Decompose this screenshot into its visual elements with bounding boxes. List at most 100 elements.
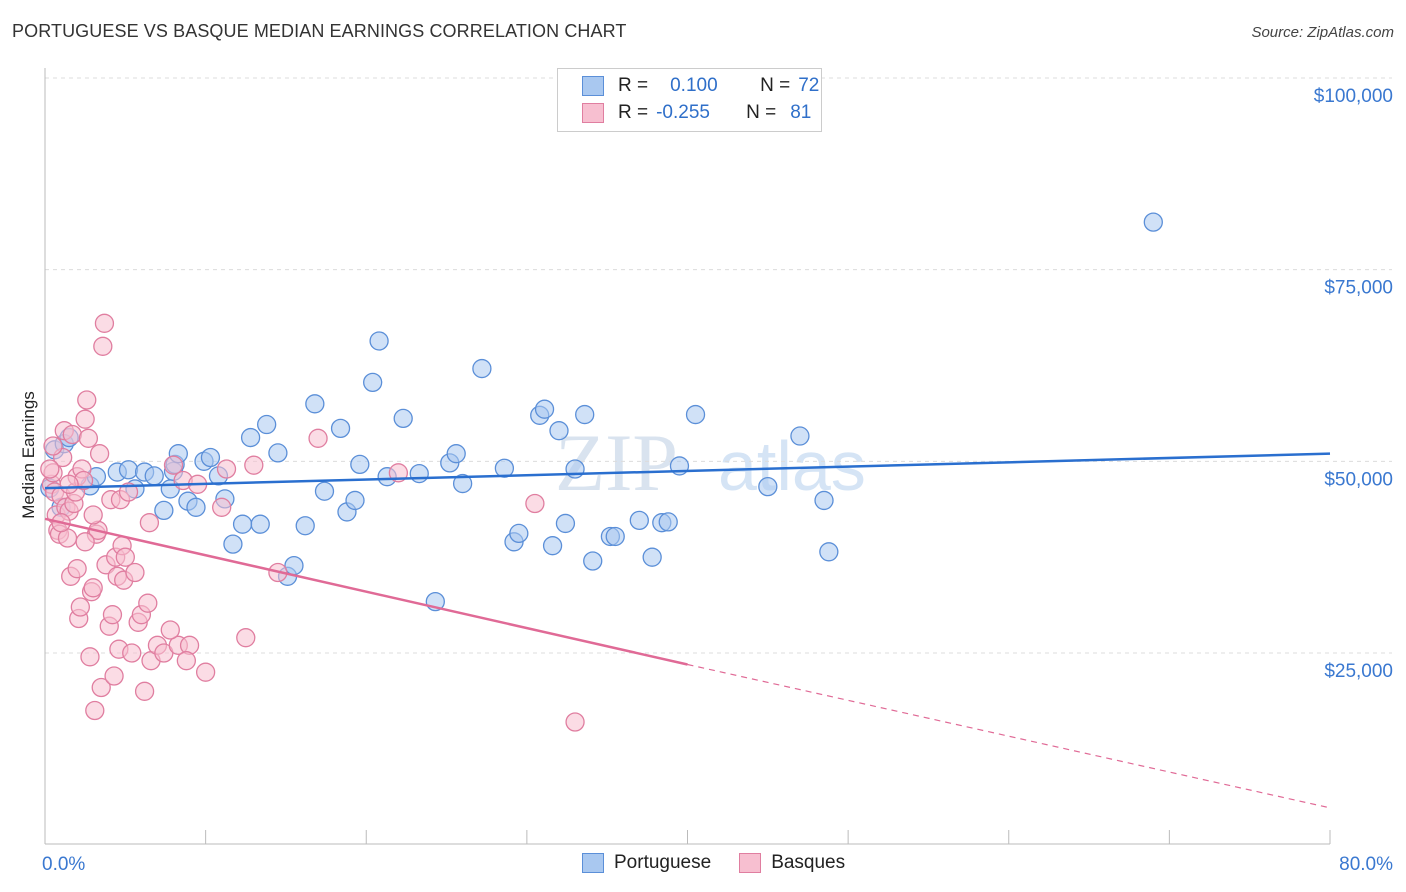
point-basques bbox=[85, 700, 105, 721]
x-tick-label: 0.0% bbox=[42, 854, 85, 875]
y-tick-label: $50,000 bbox=[1324, 469, 1393, 490]
point-basques bbox=[40, 459, 60, 479]
trendline-basques bbox=[44, 517, 688, 666]
y-axis-label: Median Earnings bbox=[19, 391, 38, 519]
point-portuguese bbox=[350, 454, 370, 475]
trendline-basques-extension bbox=[687, 663, 1331, 809]
point-basques bbox=[160, 620, 180, 640]
point-portuguese bbox=[685, 404, 706, 425]
legend-row-portuguese: R = 0.100 N = 72 bbox=[582, 73, 819, 99]
legend-swatch-basques bbox=[582, 103, 604, 123]
point-basques bbox=[94, 313, 115, 333]
point-basques bbox=[80, 647, 100, 667]
point-basques bbox=[83, 578, 103, 598]
point-basques bbox=[244, 455, 264, 475]
point-portuguese bbox=[409, 463, 429, 484]
point-portuguese bbox=[369, 331, 389, 351]
point-portuguese bbox=[200, 447, 221, 468]
legend-swatch-portuguese bbox=[582, 76, 604, 96]
point-portuguese bbox=[144, 466, 164, 486]
point-basques bbox=[212, 497, 232, 517]
legend-r-label: R = bbox=[618, 102, 649, 123]
legend-item-portuguese[interactable]: Portuguese bbox=[582, 852, 711, 874]
legend-n-label: N = bbox=[760, 75, 791, 96]
point-basques bbox=[62, 424, 82, 445]
point-portuguese bbox=[186, 497, 206, 517]
trendline-portuguese bbox=[44, 452, 1331, 490]
point-basques bbox=[236, 628, 256, 648]
point-basques bbox=[104, 666, 124, 686]
point-portuguese bbox=[268, 443, 288, 463]
point-basques bbox=[67, 559, 87, 579]
point-portuguese bbox=[240, 427, 261, 448]
y-tick-label: $25,000 bbox=[1324, 661, 1393, 682]
point-basques bbox=[59, 474, 79, 494]
point-portuguese bbox=[555, 513, 576, 534]
point-portuguese bbox=[446, 444, 466, 464]
legend-r-label: R = bbox=[618, 75, 649, 96]
series-legend: Portuguese Basques bbox=[582, 852, 873, 874]
point-basques bbox=[525, 493, 545, 514]
point-basques bbox=[102, 605, 123, 625]
legend-r-value: 0.100 bbox=[670, 75, 718, 96]
point-basques bbox=[195, 662, 216, 682]
point-basques bbox=[176, 651, 197, 671]
point-portuguese bbox=[575, 404, 595, 425]
point-basques bbox=[70, 597, 90, 617]
legend-swatch-basques bbox=[739, 853, 762, 873]
y-tick-label: $100,000 bbox=[1314, 86, 1393, 107]
point-basques bbox=[118, 482, 139, 502]
legend-n-value: 81 bbox=[790, 102, 812, 123]
point-basques bbox=[78, 428, 99, 448]
point-portuguese bbox=[1143, 212, 1163, 232]
point-portuguese bbox=[472, 358, 492, 379]
point-portuguese bbox=[154, 500, 174, 521]
point-portuguese bbox=[223, 534, 243, 554]
point-basques bbox=[565, 712, 585, 732]
point-portuguese bbox=[250, 514, 270, 534]
point-portuguese bbox=[534, 399, 555, 419]
point-portuguese bbox=[314, 481, 335, 501]
point-basques bbox=[138, 593, 158, 613]
point-portuguese bbox=[305, 394, 325, 414]
legend-n-value: 72 bbox=[798, 75, 820, 96]
point-portuguese bbox=[363, 372, 383, 393]
point-portuguese bbox=[542, 536, 563, 556]
point-portuguese bbox=[330, 418, 351, 439]
point-basques bbox=[89, 444, 110, 464]
y-tick-label: $75,000 bbox=[1324, 278, 1393, 299]
source-label: Source: ZipAtlas.com bbox=[1251, 24, 1394, 41]
legend-n-label: N = bbox=[746, 102, 777, 123]
legend-row-basques: R = -0.255 N = 81 bbox=[582, 100, 811, 126]
legend-label-basques: Basques bbox=[771, 852, 846, 873]
point-portuguese bbox=[790, 426, 810, 446]
point-portuguese bbox=[494, 458, 515, 478]
point-portuguese bbox=[452, 473, 473, 494]
point-basques bbox=[83, 505, 103, 525]
point-basques bbox=[163, 455, 184, 475]
point-portuguese bbox=[118, 460, 139, 480]
point-portuguese bbox=[605, 526, 625, 547]
point-portuguese bbox=[257, 414, 277, 435]
point-portuguese bbox=[509, 523, 529, 544]
point-basques bbox=[125, 562, 145, 583]
point-basques bbox=[139, 513, 160, 533]
point-portuguese bbox=[658, 512, 678, 532]
point-basques bbox=[115, 547, 135, 567]
point-portuguese bbox=[549, 421, 569, 441]
point-basques bbox=[75, 409, 95, 429]
point-portuguese bbox=[295, 516, 315, 536]
point-basques bbox=[43, 436, 63, 456]
point-portuguese bbox=[583, 551, 603, 571]
point-portuguese bbox=[393, 408, 413, 429]
point-portuguese bbox=[642, 547, 662, 567]
point-basques bbox=[216, 459, 237, 479]
point-portuguese bbox=[758, 476, 778, 497]
point-basques bbox=[91, 677, 111, 698]
point-basques bbox=[134, 681, 155, 701]
point-portuguese bbox=[814, 490, 834, 511]
legend-item-basques[interactable]: Basques bbox=[739, 852, 845, 874]
point-basques bbox=[75, 532, 95, 552]
point-portuguese bbox=[819, 542, 839, 562]
